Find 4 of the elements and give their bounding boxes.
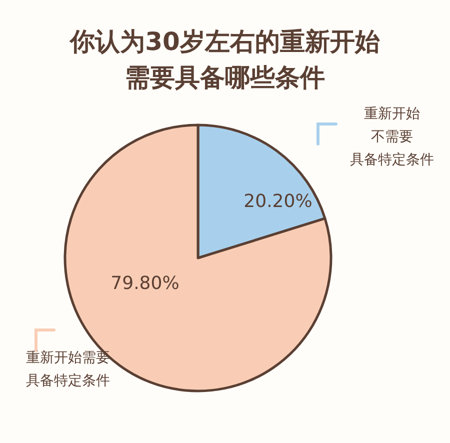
chart-title: 你认为30岁左右的重新开始需要具备哪些条件 [69,27,380,92]
slice-label: 重新开始不需要具备特定条件 [350,106,434,168]
data-label: 20.20% [244,191,312,212]
data-label: 79.80% [110,273,180,294]
